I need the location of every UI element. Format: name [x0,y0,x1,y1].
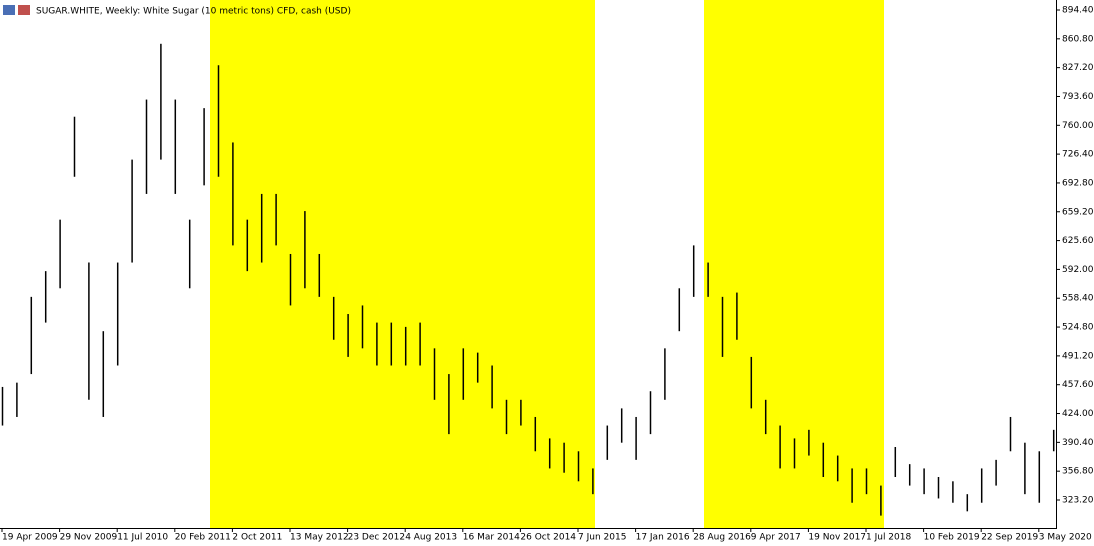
x-tick-label: 10 Feb 2019 [924,533,980,543]
y-tick-label: 524.80 [1062,323,1094,333]
x-tick-label: 20 Feb 2011 [175,533,231,543]
x-tick-label: 28 Aug 2016 [693,533,751,543]
y-tick-label: 356.80 [1062,467,1094,477]
x-tick-label: 19 Apr 2009 [2,533,58,543]
x-tick-label: 26 Oct 2014 [520,533,576,543]
y-tick-label: 860.80 [1062,34,1094,44]
y-tick-label: 491.20 [1062,351,1094,361]
chart-title: SUGAR.WHITE, Weekly: White Sugar (10 met… [36,7,351,17]
x-tick-label: 7 Jun 2015 [578,533,626,543]
highlight-zone [210,0,595,528]
y-tick-label: 592.00 [1062,265,1094,275]
x-tick-label: 2 Oct 2011 [232,533,282,543]
y-tick-label: 424.00 [1062,409,1094,419]
y-tick-label: 827.20 [1062,63,1094,73]
y-tick-label: 726.40 [1062,150,1094,160]
x-tick-label: 29 Nov 2009 [60,533,118,543]
y-tick-label: 659.20 [1062,207,1094,217]
y-tick-label: 894.40 [1062,6,1094,16]
x-tick-label: 3 May 2020 [1039,533,1092,543]
icon [3,5,15,15]
y-tick-label: 760.00 [1062,121,1094,131]
y-tick-label: 390.40 [1062,438,1094,448]
y-tick-label: 558.40 [1062,294,1094,304]
y-tick-label: 793.60 [1062,92,1094,102]
y-tick-label: 692.80 [1062,178,1094,188]
icon [18,5,30,15]
x-tick-label: 11 Jul 2010 [117,533,168,543]
x-tick-label: 19 Nov 2017 [808,533,866,543]
y-tick-label: 323.20 [1062,496,1094,506]
x-tick-label: 13 May 2012 [290,533,349,543]
x-tick-label: 4 Aug 2013 [405,533,457,543]
y-tick-label: 457.60 [1062,380,1094,390]
x-tick-label: 1 Jul 2018 [866,533,911,543]
x-tick-label: 9 Apr 2017 [751,533,801,543]
x-tick-label: 16 Mar 2014 [463,533,520,543]
y-tick-label: 625.60 [1062,236,1094,246]
x-tick-label: 17 Jan 2016 [636,533,690,543]
x-tick-label: 23 Dec 2012 [348,533,406,543]
x-tick-label: 22 Sep 2019 [981,533,1038,543]
